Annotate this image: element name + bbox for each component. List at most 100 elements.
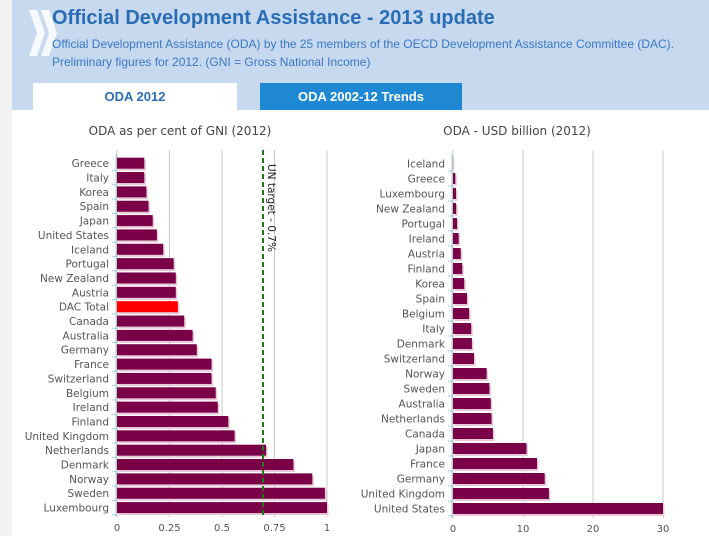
category-label: Korea xyxy=(415,279,445,291)
bar xyxy=(117,344,197,356)
category-label: Denmark xyxy=(397,339,446,351)
category-label: Italy xyxy=(422,324,445,336)
category-label: Australia xyxy=(63,330,109,342)
bar xyxy=(453,233,459,244)
bar xyxy=(117,358,212,370)
x-tick-label: 0.25 xyxy=(158,523,180,534)
category-label: Netherlands xyxy=(45,445,109,457)
bar xyxy=(453,443,527,454)
chart-usd: 0 10 20 30 Iceland Greece Luxembourg New Zealan… xyxy=(361,150,669,535)
category-label: Ireland xyxy=(73,402,109,414)
bar xyxy=(117,430,235,442)
bar xyxy=(453,488,549,499)
bar xyxy=(453,458,537,469)
bar xyxy=(117,215,153,227)
bar xyxy=(117,387,216,399)
category-label: United Kingdom xyxy=(361,489,445,501)
bar xyxy=(453,203,457,214)
bar xyxy=(453,263,463,274)
bar xyxy=(453,413,492,424)
category-label: Ireland xyxy=(409,234,445,246)
bar xyxy=(117,186,147,198)
bar xyxy=(453,278,465,289)
bar xyxy=(117,315,185,327)
page-title: Official Development Assistance - 2013 u… xyxy=(52,7,495,29)
category-label: Portugal xyxy=(66,259,110,271)
bar xyxy=(117,444,267,456)
category-label: Greece xyxy=(408,174,445,186)
bar xyxy=(453,398,491,409)
x-tick-label: 0 xyxy=(114,523,120,534)
category-label: Germany xyxy=(61,345,109,357)
x-tick-label: 0.5 xyxy=(214,523,230,534)
bar xyxy=(117,157,145,169)
category-label: Canada xyxy=(69,316,109,328)
bar xyxy=(117,487,325,499)
x-tick-label: 0 xyxy=(450,524,456,535)
chart-gni: 0 0.25 0.5 0.75 1 Greece Italy Korea Spain Japan U… xyxy=(25,150,330,534)
category-label: Luxembourg xyxy=(44,503,109,515)
tab-oda-trends[interactable]: ODA 2002-12 Trends xyxy=(260,83,462,110)
category-label: Austria xyxy=(72,287,109,299)
bar xyxy=(453,323,472,334)
category-label: Sweden xyxy=(68,488,110,500)
category-label: United States xyxy=(38,230,109,242)
bar xyxy=(117,301,178,313)
category-label: Austria xyxy=(408,249,445,261)
category-label: Italy xyxy=(86,173,109,185)
category-label: Germany xyxy=(397,474,445,486)
category-label: Japan xyxy=(79,216,109,228)
bar xyxy=(117,200,149,212)
bar xyxy=(453,248,461,259)
bar xyxy=(453,188,457,199)
category-label: Korea xyxy=(79,187,109,199)
category-label: Norway xyxy=(405,369,445,381)
category-label: Iceland xyxy=(71,244,109,256)
category-label: Finland xyxy=(71,416,109,428)
x-tick-label: 1 xyxy=(324,523,330,534)
un-target-label: UN target - 0.7% xyxy=(265,164,277,252)
category-label: France xyxy=(410,459,445,471)
category-label: Portugal xyxy=(402,219,446,231)
category-label: Netherlands xyxy=(381,414,445,426)
bar xyxy=(117,459,294,471)
chart-gni-title: ODA as per cent of GNI (2012) xyxy=(89,124,272,138)
bar xyxy=(117,229,157,241)
bar xyxy=(117,415,229,427)
category-label: Belgium xyxy=(402,309,445,321)
category-label: Norway xyxy=(69,474,109,486)
bar xyxy=(117,172,145,184)
bar xyxy=(117,258,174,270)
x-tick-label: 0.75 xyxy=(263,523,285,534)
category-label: Belgium xyxy=(66,388,109,400)
category-label: France xyxy=(74,359,109,371)
category-label: Sweden xyxy=(404,384,446,396)
tab-oda-2012[interactable]: ODA 2012 xyxy=(33,83,237,111)
category-label: Finland xyxy=(407,264,445,276)
bar xyxy=(453,218,458,229)
category-label: Spain xyxy=(80,201,109,213)
category-label: Switzerland xyxy=(384,354,445,366)
category-label: United Kingdom xyxy=(25,431,109,443)
bar xyxy=(453,338,472,349)
bar xyxy=(117,286,176,298)
category-label: New Zealand xyxy=(376,204,445,216)
bar xyxy=(117,372,212,384)
bar xyxy=(117,401,218,413)
category-label: Denmark xyxy=(61,460,110,472)
x-tick-label: 20 xyxy=(587,524,600,535)
bar xyxy=(117,272,176,284)
category-label: Australia xyxy=(399,399,445,411)
bar xyxy=(453,308,470,319)
bar xyxy=(453,503,663,514)
bar xyxy=(453,173,456,184)
category-label: New Zealand xyxy=(40,273,109,285)
category-label: Greece xyxy=(72,158,109,170)
bar xyxy=(453,293,467,304)
category-label: Iceland xyxy=(407,159,445,171)
category-label: Spain xyxy=(416,294,445,306)
bar xyxy=(453,353,474,364)
bar xyxy=(117,502,327,514)
left-margin-strip xyxy=(0,0,12,536)
category-label: Luxembourg xyxy=(380,189,445,201)
